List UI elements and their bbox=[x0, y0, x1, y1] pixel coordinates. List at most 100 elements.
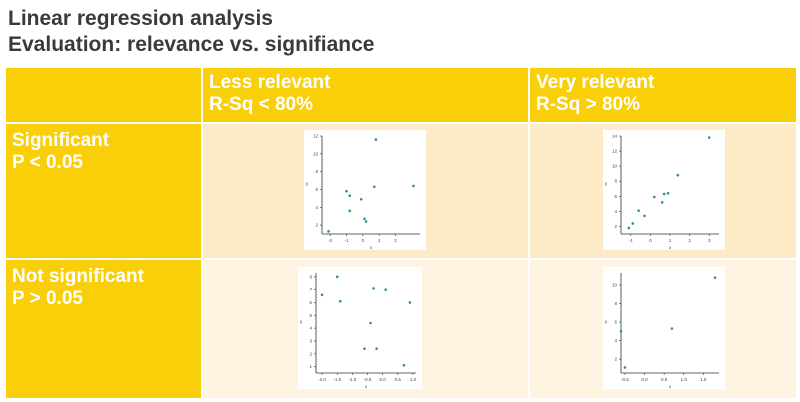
data-point bbox=[676, 173, 680, 177]
data-point bbox=[623, 366, 627, 369]
x-tick-label: 1 bbox=[378, 238, 381, 243]
data-point bbox=[327, 230, 330, 233]
y-tick-label: 6 bbox=[315, 187, 318, 192]
x-tick-label: 0.0 bbox=[380, 377, 387, 382]
row-header-not-significant: Not significant P > 0.05 bbox=[6, 260, 203, 398]
x-tick-label: 0 bbox=[362, 238, 365, 243]
cell-not-significant-very-relevant: -0.5 0.0 0.5 1.0 1.5 2 4 6 8 10 x y bbox=[530, 260, 796, 398]
y-tick-label: 14 bbox=[612, 134, 618, 139]
y-tick-label: 4 bbox=[614, 209, 617, 214]
y-tick-label: 10 bbox=[313, 151, 319, 156]
y-tick-label: 4 bbox=[614, 338, 617, 343]
y-tick-label: 4 bbox=[315, 205, 318, 210]
data-point bbox=[412, 184, 415, 188]
y-tick-label: 8 bbox=[614, 301, 617, 306]
y-tick-label: 8 bbox=[309, 274, 312, 279]
y-tick-label: 8 bbox=[614, 179, 617, 184]
y-tick-label: 12 bbox=[313, 134, 319, 139]
data-point bbox=[653, 195, 656, 199]
x-tick-label: -1.0 bbox=[348, 377, 356, 382]
y-tick-label: 2 bbox=[614, 357, 617, 362]
data-point bbox=[364, 220, 368, 223]
data-point bbox=[372, 185, 376, 189]
data-point bbox=[643, 214, 646, 218]
y-tick-label: 10 bbox=[612, 164, 618, 169]
x-axis-label: x bbox=[669, 245, 672, 250]
y-tick-label: 12 bbox=[612, 149, 618, 154]
evaluation-matrix: Less relevant R-Sq < 80% Very relevant R… bbox=[6, 68, 796, 398]
x-tick-label: -0.5 bbox=[364, 377, 372, 382]
row-header-sublabel: P < 0.05 bbox=[12, 152, 83, 173]
data-point bbox=[348, 209, 352, 213]
x-tick-label: -1 bbox=[629, 238, 633, 243]
y-axis-label: y bbox=[605, 319, 608, 324]
data-point bbox=[707, 136, 711, 139]
row-header-significant: Significant P < 0.05 bbox=[6, 124, 203, 260]
data-point bbox=[359, 197, 363, 201]
y-tick-label: 6 bbox=[309, 300, 312, 305]
data-point bbox=[363, 217, 366, 221]
y-tick-label: 2 bbox=[309, 351, 312, 356]
column-header-sublabel: R-Sq < 80% bbox=[209, 94, 314, 115]
x-tick-label: 2 bbox=[688, 238, 691, 243]
data-point bbox=[637, 209, 640, 212]
y-tick-label: 5 bbox=[309, 313, 312, 318]
x-tick-label: 2 bbox=[394, 238, 397, 243]
y-tick-label: 7 bbox=[309, 287, 312, 292]
data-point bbox=[369, 321, 372, 325]
x-axis-label: x bbox=[365, 384, 368, 389]
cell-not-significant-less-relevant: -2.0 -1.5 -1.0 -0.5 0.0 0.5 1.0 1 2 3 4 5 6 7 8 x y bbox=[203, 260, 530, 398]
x-tick-label: -1.5 bbox=[333, 377, 341, 382]
slide-title: Linear regression analysis Evaluation: r… bbox=[8, 6, 375, 58]
x-tick-label: -1 bbox=[344, 238, 348, 243]
column-header-less-relevant: Less relevant R-Sq < 80% bbox=[203, 68, 530, 124]
column-header-label: Very relevant bbox=[536, 72, 655, 93]
x-tick-label: 1.5 bbox=[700, 377, 707, 382]
scatter-svg: -2.0 -1.5 -1.0 -0.5 0.0 0.5 1.0 1 2 3 4 5 6 7 8 x y bbox=[300, 273, 417, 389]
column-header-label: Less relevant bbox=[209, 72, 331, 93]
data-point bbox=[372, 287, 375, 290]
x-axis-label: x bbox=[669, 384, 672, 389]
scatter-plot-not-significant-very-relevant: -0.5 0.0 0.5 1.0 1.5 2 4 6 8 10 x y bbox=[603, 267, 725, 389]
x-tick-label: 0 bbox=[649, 238, 652, 243]
column-header-sublabel: R-Sq > 80% bbox=[536, 94, 641, 115]
x-tick-label: -2 bbox=[328, 238, 332, 243]
column-header-very-relevant: Very relevant R-Sq > 80% bbox=[530, 68, 796, 124]
y-tick-label: 2 bbox=[315, 223, 318, 228]
data-point bbox=[374, 138, 378, 141]
data-point bbox=[402, 364, 406, 367]
x-tick-label: 0.5 bbox=[661, 377, 668, 382]
y-axis-label: y bbox=[306, 181, 309, 186]
x-axis-label: x bbox=[370, 245, 373, 250]
y-tick-label: 10 bbox=[612, 283, 618, 288]
scatter-svg: -0.5 0.0 0.5 1.0 1.5 2 4 6 8 10 x y bbox=[605, 273, 719, 389]
y-tick-label: 2 bbox=[614, 224, 617, 229]
y-tick-label: 1 bbox=[309, 364, 312, 369]
x-tick-label: 3 bbox=[708, 238, 711, 243]
scatter-plot-significant-very-relevant: -1 0 1 2 3 2 4 6 8 10 12 14 x y bbox=[603, 130, 725, 250]
data-point bbox=[348, 194, 352, 197]
row-header-sublabel: P > 0.05 bbox=[12, 288, 83, 309]
data-point bbox=[384, 288, 387, 291]
y-tick-label: 6 bbox=[614, 320, 617, 325]
data-point bbox=[662, 192, 666, 196]
data-point bbox=[713, 276, 717, 279]
x-tick-label: 1.0 bbox=[681, 377, 688, 382]
row-header-label: Not significant bbox=[12, 266, 144, 287]
title-line-1: Linear regression analysis bbox=[8, 7, 273, 30]
y-axis-label: y bbox=[300, 319, 303, 324]
y-tick-label: 4 bbox=[309, 326, 312, 331]
x-tick-label: 1.0 bbox=[410, 377, 417, 382]
scatter-plot-significant-less-relevant: -2 -1 0 1 2 2 4 6 8 10 12 x y bbox=[304, 130, 426, 250]
scatter-plot-not-significant-less-relevant: -2.0 -1.5 -1.0 -0.5 0.0 0.5 1.0 1 2 3 4 5 6 7 8 x y bbox=[298, 267, 422, 389]
x-tick-label: 0.0 bbox=[641, 377, 648, 382]
data-point bbox=[345, 189, 348, 193]
row-header-label: Significant bbox=[12, 130, 110, 151]
data-point bbox=[408, 301, 412, 304]
data-point bbox=[338, 299, 342, 303]
y-tick-label: 8 bbox=[315, 169, 318, 174]
data-point bbox=[666, 191, 670, 195]
data-point bbox=[363, 347, 366, 350]
data-point bbox=[631, 222, 635, 225]
